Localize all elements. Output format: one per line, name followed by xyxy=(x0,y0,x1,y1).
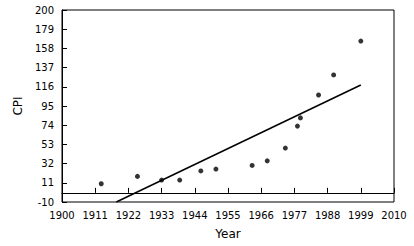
svg-text:179: 179 xyxy=(35,24,54,35)
svg-text:1922: 1922 xyxy=(116,210,141,221)
svg-text:1977: 1977 xyxy=(282,210,307,221)
svg-text:1911: 1911 xyxy=(82,210,107,221)
svg-text:1988: 1988 xyxy=(315,210,340,221)
svg-text:1933: 1933 xyxy=(149,210,174,221)
svg-text:200: 200 xyxy=(35,5,54,16)
svg-text:Year: Year xyxy=(214,227,240,241)
svg-text:-10: -10 xyxy=(38,197,54,208)
svg-text:95: 95 xyxy=(41,101,54,112)
svg-text:137: 137 xyxy=(35,62,54,73)
svg-text:2010: 2010 xyxy=(381,210,406,221)
svg-text:74: 74 xyxy=(41,120,54,131)
svg-text:1966: 1966 xyxy=(248,210,273,221)
svg-text:158: 158 xyxy=(35,43,54,54)
svg-text:11: 11 xyxy=(41,177,54,188)
svg-text:1944: 1944 xyxy=(182,210,207,221)
svg-text:1900: 1900 xyxy=(49,210,74,221)
svg-text:1999: 1999 xyxy=(348,210,373,221)
svg-text:53: 53 xyxy=(41,139,54,150)
svg-text:116: 116 xyxy=(35,81,54,92)
svg-text:32: 32 xyxy=(41,158,54,169)
svg-text:1955: 1955 xyxy=(215,210,240,221)
svg-text:CPI: CPI xyxy=(11,96,25,115)
